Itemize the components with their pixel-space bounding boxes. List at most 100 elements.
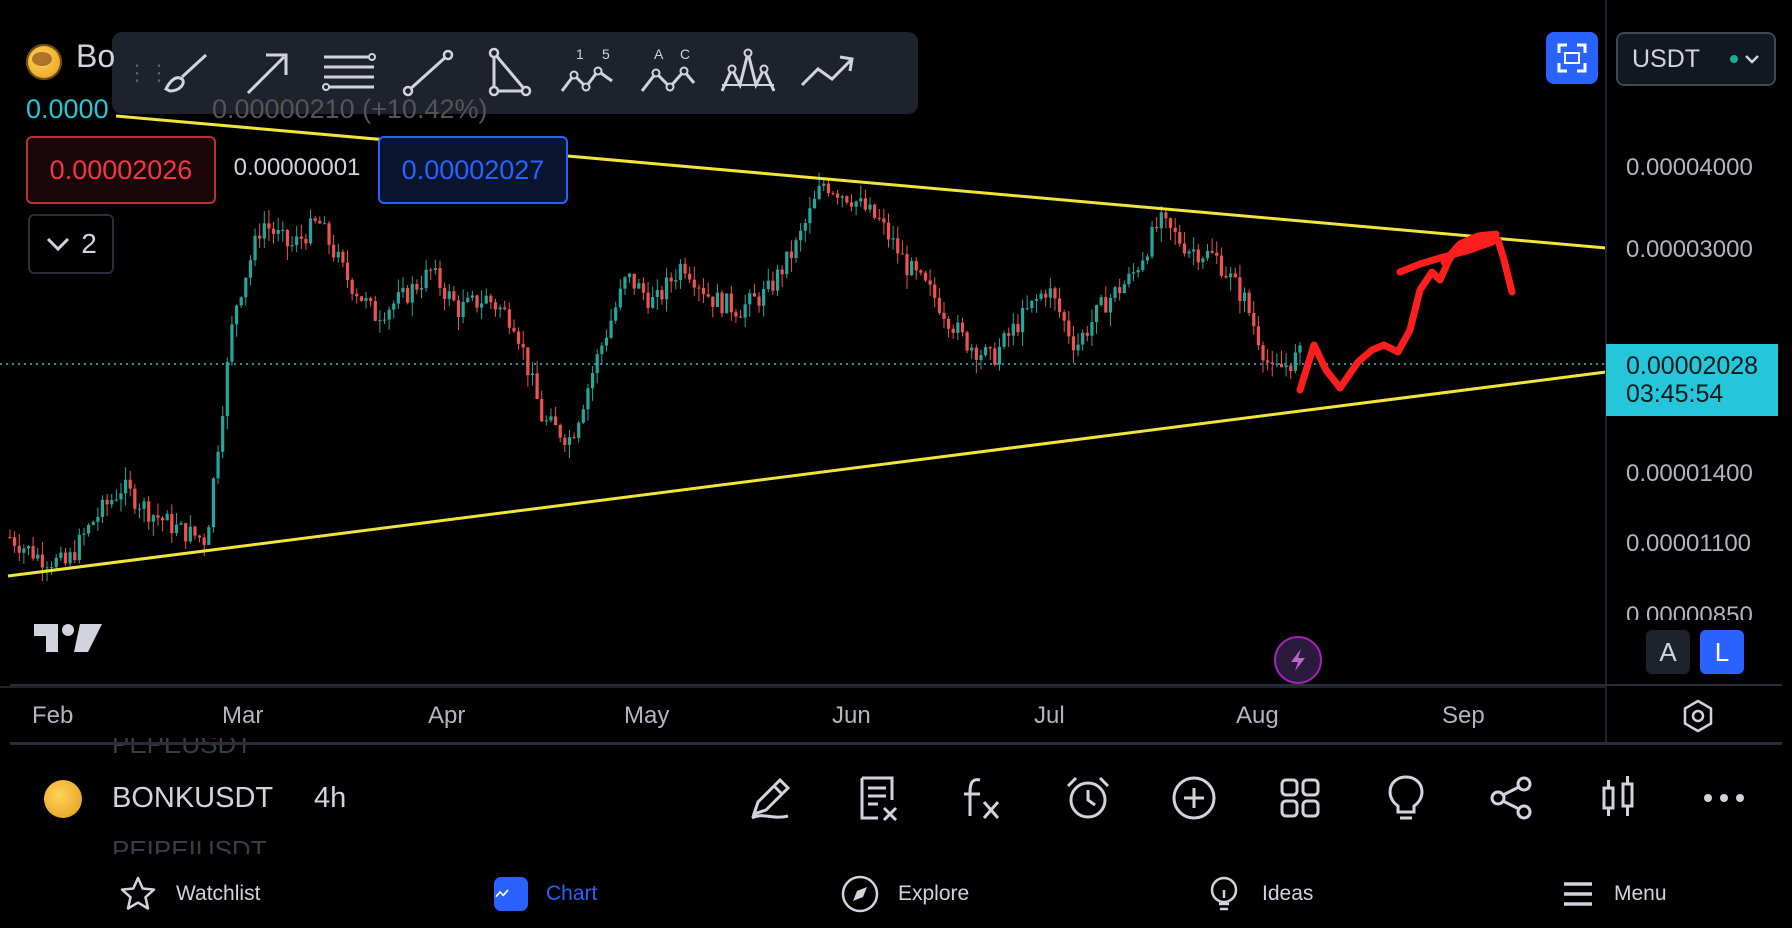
candle-body [873, 204, 877, 218]
nav-ideas[interactable]: Ideas [1204, 870, 1313, 918]
triangle-pattern-tool[interactable] [468, 43, 548, 103]
symbol-search-button[interactable]: BONKUSDT [112, 782, 274, 814]
nav-explore[interactable]: Explore [840, 870, 969, 918]
candle-body [1081, 332, 1085, 345]
candle-body [267, 223, 271, 229]
candle-body [114, 499, 118, 501]
candle-body [590, 373, 595, 389]
candle-body [253, 235, 257, 261]
trend-line-icon [402, 49, 454, 97]
candle-body [549, 416, 553, 421]
candle-body [748, 293, 752, 305]
candle-body [406, 287, 410, 303]
more-button[interactable] [1698, 772, 1750, 824]
fib-retracement-tool[interactable] [308, 43, 388, 103]
candle-body [36, 554, 40, 559]
trend-line-tool[interactable] [388, 43, 468, 103]
head-shoulders-tool[interactable] [708, 43, 788, 103]
candle-body [757, 296, 761, 306]
indicators-button[interactable] [956, 772, 1008, 824]
candle-body [299, 236, 303, 239]
candle-body [646, 292, 650, 308]
time-axis-label: Feb [32, 702, 74, 729]
candle-body [914, 261, 918, 271]
arrow-tool[interactable] [228, 43, 308, 103]
currency-select[interactable]: USDT [1616, 32, 1776, 86]
chart-settings-button[interactable] [1680, 698, 1716, 734]
candle-body [1205, 250, 1210, 259]
candle-body [73, 552, 77, 561]
candle-body [1145, 256, 1150, 261]
chart-type-button[interactable] [1592, 772, 1644, 824]
spread-value: 0.00000001 [233, 154, 361, 181]
candle-body [789, 251, 793, 258]
sell-price-button[interactable]: 0.00002026 [26, 136, 216, 204]
lower-trendline[interactable] [7, 370, 1607, 578]
fx-icon [964, 778, 1000, 819]
candle-body [216, 451, 220, 479]
buy-price-button[interactable]: 0.00002027 [378, 136, 568, 204]
lightning-button[interactable] [1274, 636, 1322, 684]
chevron-down-icon [47, 237, 70, 252]
nav-menu[interactable]: Menu [1560, 870, 1667, 918]
candle-body [290, 245, 294, 247]
draw-button[interactable] [744, 772, 796, 824]
candle-body [1168, 218, 1173, 228]
candle-body [1238, 277, 1242, 302]
price-axis-label: 0.00000850 [1626, 602, 1753, 620]
candle-body [660, 290, 664, 300]
ideas-button[interactable] [1380, 772, 1432, 824]
time-axis-label: Apr [428, 702, 466, 729]
alert-button[interactable] [1062, 772, 1114, 824]
candle-body [766, 280, 770, 290]
drag-handle-icon[interactable]: ⋮⋮ [126, 60, 170, 85]
log-scale-button[interactable]: L [1700, 630, 1744, 674]
candle-body [452, 291, 456, 301]
plus-circle-icon [1172, 776, 1216, 820]
candle-body [1048, 288, 1052, 298]
candle-body [891, 238, 895, 240]
more-icon [1704, 794, 1744, 802]
brush-tool[interactable] [148, 43, 228, 103]
last-price-tag: 0.00002028 03:45:54 [1606, 344, 1778, 416]
candle-body [170, 513, 174, 534]
price-axis-label: 0.00001100 [1626, 530, 1752, 557]
auto-scale-button[interactable]: A [1646, 630, 1690, 674]
add-button[interactable] [1168, 772, 1220, 824]
nav-chart[interactable]: Chart [494, 870, 597, 918]
candle-body [429, 269, 433, 271]
candle-body [244, 277, 248, 298]
candle-body [900, 253, 904, 255]
candle-body [179, 523, 183, 525]
fullscreen-icon [1557, 43, 1587, 73]
share-button[interactable] [1486, 772, 1538, 824]
candle-body [493, 302, 498, 310]
lightbulb-icon [1388, 775, 1424, 820]
candle-body [974, 347, 978, 360]
indicators-collapse-button[interactable]: 2 [28, 214, 114, 274]
path-tool[interactable] [788, 43, 868, 103]
nav-watchlist[interactable]: Watchlist [118, 870, 260, 918]
candle-body [697, 287, 701, 289]
layouts-button[interactable] [1274, 772, 1326, 824]
fullscreen-button[interactable] [1546, 32, 1598, 84]
candle-body [456, 300, 461, 318]
candle-body [725, 293, 729, 314]
interval-button[interactable]: 4h [314, 782, 347, 814]
upper-trendline[interactable] [115, 114, 1607, 250]
price-axis-label: 0.00003000 [1626, 236, 1753, 263]
bonk-logo-icon [44, 780, 82, 818]
candle-body [304, 238, 308, 244]
candle-body [475, 295, 479, 308]
candle-body [715, 292, 720, 307]
candle-body [50, 567, 54, 569]
orders-button[interactable] [852, 772, 904, 824]
candle-body [711, 296, 715, 307]
candle-body [63, 552, 68, 564]
candle-body [655, 290, 659, 297]
candle-body [1099, 297, 1103, 306]
symbol-name[interactable]: Bo [76, 38, 116, 74]
